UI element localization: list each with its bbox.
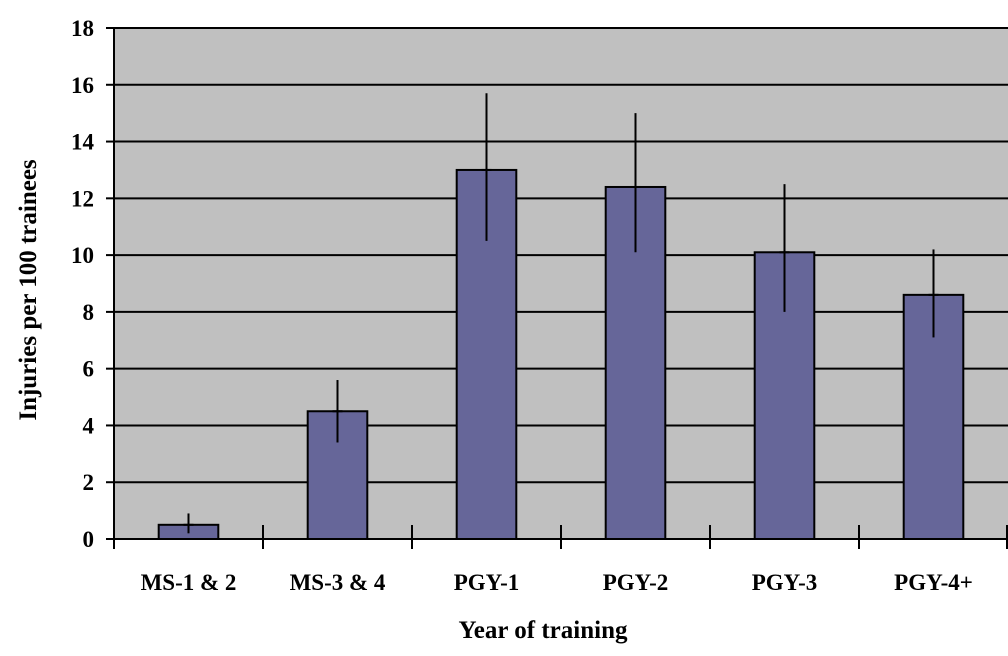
y-tick-label-16: 16 (71, 73, 94, 98)
error-bars (183, 93, 939, 534)
y-tick-label-2: 2 (83, 470, 95, 495)
axes (106, 27, 1008, 549)
category-label-0: MS-1 & 2 (141, 570, 237, 595)
x-tick-labels: MS-1 & 2 MS-3 & 4 PGY-1 PGY-2 PGY-3 PGY-4+ (141, 570, 973, 595)
y-tick-label-4: 4 (83, 413, 95, 438)
y-axis-title: Injuries per 100 trainees (15, 159, 42, 421)
category-label-1: MS-3 & 4 (290, 570, 386, 595)
y-tick-label-6: 6 (83, 357, 95, 382)
category-label-5: PGY-4+ (894, 570, 973, 595)
y-tick-label-18: 18 (71, 16, 94, 41)
y-tick-label-12: 12 (71, 186, 94, 211)
y-tick-labels: 0 2 4 6 8 10 12 14 16 18 (71, 16, 95, 552)
category-label-2: PGY-1 (454, 570, 520, 595)
category-label-3: PGY-2 (603, 570, 669, 595)
y-tick-label-0: 0 (83, 527, 95, 552)
x-axis-title: Year of training (459, 617, 628, 644)
y-tick-label-8: 8 (83, 300, 95, 325)
y-tick-label-14: 14 (71, 130, 95, 155)
category-label-4: PGY-3 (752, 570, 818, 595)
plot-area (114, 28, 1008, 539)
gridlines (114, 27, 1008, 484)
y-tick-label-10: 10 (71, 243, 94, 268)
